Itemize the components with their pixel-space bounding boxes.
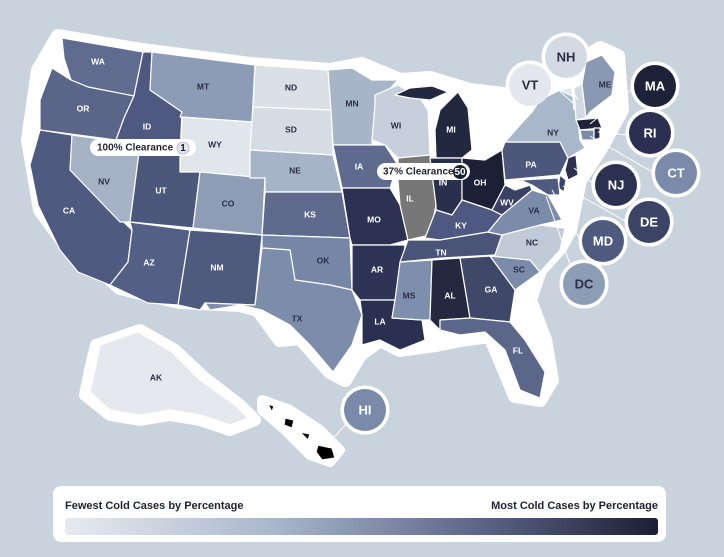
state-label-az: AZ (143, 257, 154, 267)
state-label-wa: WA (91, 56, 105, 66)
state-label-mi: MI (446, 124, 455, 134)
bubble-md[interactable] (582, 220, 624, 262)
bubble-label-vt: VT (522, 77, 539, 92)
callout-wy: 100% Clearance 1 (90, 139, 196, 156)
state-label-ca: CA (63, 205, 75, 215)
state-label-wv: WV (500, 197, 514, 207)
bubble-nh[interactable] (545, 36, 587, 78)
state-label-ny: NY (547, 127, 559, 137)
state-label-ut: UT (155, 185, 167, 195)
state-label-il: IL (406, 193, 414, 203)
state-label-ok: OK (317, 255, 331, 265)
state-vt[interactable] (559, 86, 577, 111)
bubble-label-dc: DC (575, 276, 594, 291)
state-label-wy: WY (208, 139, 222, 149)
state-label-fl: FL (513, 345, 523, 355)
state-label-sc: SC (513, 264, 525, 274)
state-label-in: IN (439, 177, 448, 187)
state-bubbles: NH VT MA RI CT NJ DE MD DC HI (344, 36, 697, 431)
state-label-me: ME (599, 79, 612, 89)
state-label-mn: MN (345, 98, 358, 108)
callout-il: 37% Clearance 50 (377, 163, 470, 180)
bubble-ma[interactable] (634, 65, 676, 107)
state-label-nm: NM (210, 262, 223, 272)
state-tx[interactable] (204, 247, 363, 373)
callout-il-pill (377, 163, 470, 180)
bubble-label-md: MD (593, 233, 613, 248)
state-ak[interactable] (89, 331, 249, 426)
state-mo[interactable] (341, 187, 409, 246)
callout-wy-badge-text: 1 (180, 143, 186, 154)
state-ga[interactable] (459, 255, 516, 323)
callout-il-badge-text: 50 (454, 167, 466, 178)
state-label-ky: KY (455, 220, 467, 230)
states-layer (29, 37, 616, 461)
state-label-oh: OH (474, 177, 487, 187)
bubble-hi[interactable] (344, 389, 386, 431)
state-label-co: CO (222, 198, 235, 208)
legend-low-label: Fewest Cold Cases by Percentage (65, 500, 244, 512)
bubble-nj[interactable] (595, 164, 637, 206)
callout-wy-badge (176, 141, 190, 155)
callout-wy-text: 100% Clearance (97, 143, 174, 154)
state-label-va: VA (528, 205, 539, 215)
legend: Fewest Cold Cases by Percentage Most Col… (53, 486, 666, 542)
state-fl[interactable] (439, 317, 546, 399)
state-label-pa: PA (525, 159, 536, 169)
state-label-sd: SD (285, 124, 297, 134)
state-mi[interactable] (394, 85, 473, 159)
state-md[interactable] (519, 177, 561, 196)
bubble-label-nh: NH (557, 49, 576, 64)
bubble-de[interactable] (628, 201, 670, 243)
state-label-mo: MO (367, 214, 381, 224)
bubble-ri[interactable] (629, 112, 671, 154)
state-label-ne: NE (289, 165, 301, 175)
state-ri[interactable] (593, 127, 601, 141)
legend-high-label: Most Cold Cases by Percentage (491, 500, 658, 512)
state-label-mt: MT (197, 81, 210, 91)
bubble-label-nj: NJ (608, 177, 625, 192)
state-label-wi: WI (391, 120, 401, 130)
state-label-ks: KS (304, 209, 316, 219)
state-label-nc: NC (526, 237, 538, 247)
bubble-label-ma: MA (645, 78, 666, 93)
callout-il-badge (453, 165, 467, 179)
state-label-tn: TN (435, 247, 446, 257)
bubble-label-de: DE (640, 214, 658, 229)
state-label-la: LA (374, 316, 385, 326)
state-label-ia: IA (355, 161, 364, 171)
state-label-ar: AR (371, 264, 383, 274)
state-wv[interactable] (491, 184, 533, 216)
bubble-label-hi: HI (359, 402, 372, 417)
callout-il-text: 37% Clearance (383, 167, 454, 178)
state-label-ak: AK (150, 372, 163, 382)
bubble-ct[interactable] (655, 152, 697, 194)
state-nj[interactable] (564, 154, 579, 181)
state-label-al: AL (444, 290, 455, 300)
state-label-nd: ND (285, 82, 297, 92)
state-hi[interactable] (267, 403, 336, 461)
state-label-id: ID (143, 121, 152, 131)
callout-wy-pill (90, 139, 196, 156)
state-label-ms: MS (403, 290, 416, 300)
bubble-label-ct: CT (667, 165, 684, 180)
legend-gradient-bar (65, 518, 658, 535)
leader-lines (324, 79, 655, 448)
state-label-tx: TX (292, 313, 303, 323)
state-label-nv: NV (98, 176, 110, 186)
state-label-or: OR (77, 103, 90, 113)
state-ct[interactable] (579, 129, 595, 141)
state-label-ga: GA (485, 284, 498, 294)
bubble-dc[interactable] (563, 263, 605, 305)
bubble-label-ri: RI (644, 125, 657, 140)
state-labels: WA OR CA NV ID MT WY UT AZ CO NM ND SD NE KS OK TX MN IA MO… (63, 56, 612, 382)
bubble-vt[interactable] (509, 64, 551, 106)
state-me[interactable] (581, 54, 616, 119)
state-ma[interactable] (575, 117, 603, 131)
